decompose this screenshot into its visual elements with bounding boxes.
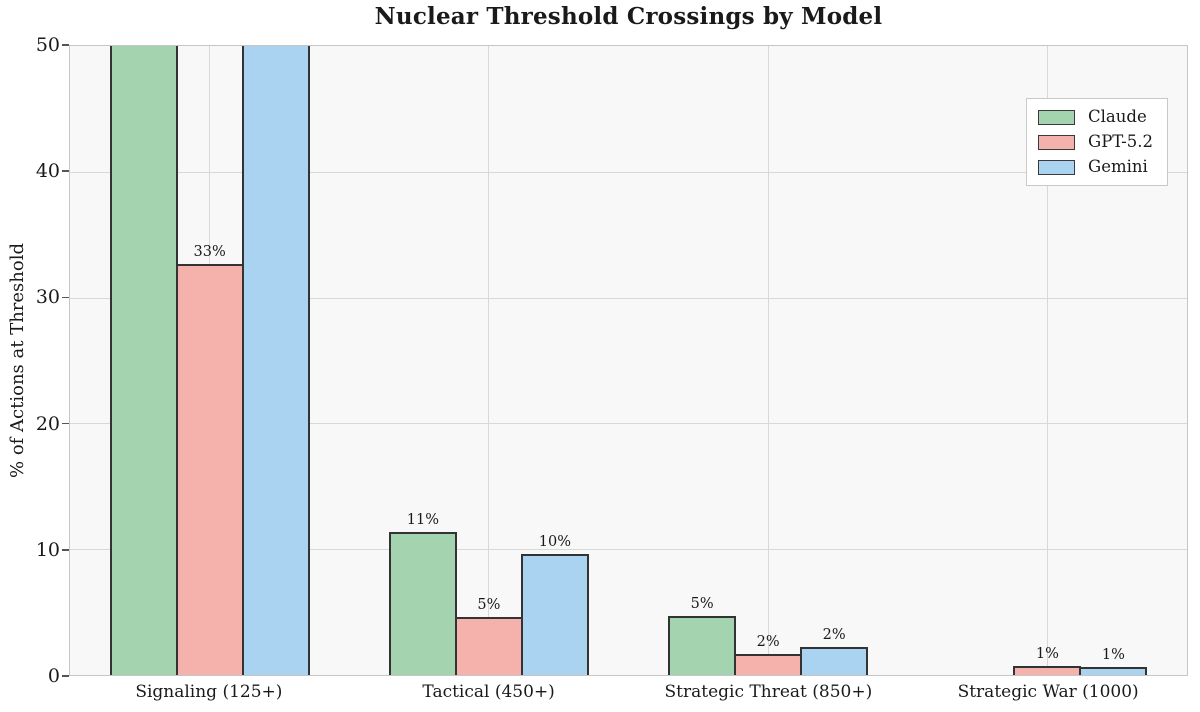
bar [454, 617, 523, 675]
y-tick-label: 0 [47, 665, 60, 687]
bar-slot [241, 46, 310, 675]
bar-label: 1% [1101, 647, 1125, 664]
legend-label: GPT-5.2 [1088, 132, 1153, 151]
bar-label: 11% [406, 511, 439, 528]
y-tick-mark [62, 675, 69, 677]
y-tick-label: 10 [35, 538, 60, 561]
y-axis-label-wrap: % of Actions at Threshold [0, 45, 34, 676]
legend-label: Gemini [1088, 157, 1148, 176]
bar-label: 10% [538, 534, 571, 551]
x-tick-label: Signaling (125+) [135, 682, 283, 702]
bar-label: 2% [822, 627, 846, 644]
y-tick-mark [62, 296, 69, 299]
bar-group: 1% 1% [908, 46, 1187, 675]
y-tick-mark [62, 549, 69, 551]
bar-label: 5% [477, 597, 501, 614]
y-tick-label: 40 [35, 160, 60, 183]
legend-label: Claude [1088, 107, 1147, 126]
bar-label: 2% [756, 633, 780, 650]
x-tick-label: Tactical (450+) [422, 682, 555, 702]
legend-item: Gemini [1038, 158, 1153, 176]
bar-slot: 1% [1079, 46, 1148, 675]
bar-slot: 2% [734, 46, 803, 675]
legend-swatch [1038, 134, 1076, 150]
y-tick-label: 50 [35, 34, 60, 56]
bar-groups: 33% 11% 5% 10% 5% 2% 2% 1% 1% [70, 46, 1187, 675]
bar [175, 263, 244, 675]
bar-slot: 33% [175, 46, 244, 675]
plot-area: 33% 11% 5% 10% 5% 2% 2% 1% 1% Claude GPT-5.2 Gemin… [69, 45, 1188, 676]
bar-slot: 11% [388, 46, 457, 675]
y-tick-label: 20 [35, 412, 60, 435]
bar-group: 11% 5% 10% [349, 46, 628, 675]
legend: Claude GPT-5.2 Gemini [1026, 98, 1168, 186]
bar [734, 653, 803, 675]
y-tick-mark [62, 170, 69, 172]
gridline-vertical [1046, 46, 1048, 675]
bar-slot [109, 46, 178, 675]
y-axis-label: % of Actions at Threshold [6, 243, 28, 478]
bar-label: 33% [193, 243, 226, 260]
bar [668, 615, 737, 675]
bar-slot [947, 46, 1015, 675]
x-tick-label: Strategic Threat (850+) [664, 682, 873, 702]
gridline-horizontal [70, 549, 1187, 551]
x-tick-label: Strategic War (1000) [957, 682, 1139, 702]
bar [1013, 666, 1082, 675]
legend-item: GPT-5.2 [1038, 133, 1153, 151]
bar [520, 554, 589, 675]
bar [1079, 667, 1148, 675]
y-tick-mark [62, 422, 69, 425]
gridline-horizontal [70, 297, 1187, 299]
bar-group: 33% [70, 46, 349, 675]
bar-slot: 2% [800, 46, 869, 675]
bar [800, 647, 869, 675]
bar [388, 531, 457, 675]
legend-swatch [1038, 159, 1076, 175]
gridline-vertical [767, 46, 769, 675]
gridline-vertical [488, 46, 490, 675]
bar [241, 46, 310, 675]
bar-slot: 5% [454, 46, 523, 675]
chart-title: Nuclear Threshold Crossings by Model [374, 3, 883, 30]
bar-slot: 10% [520, 46, 589, 675]
bar-label: 5% [690, 595, 714, 612]
y-tick-label: 30 [35, 286, 60, 309]
bar-label: 1% [1035, 646, 1059, 663]
bar-slot: 5% [668, 46, 737, 675]
bar-group: 5% 2% 2% [629, 46, 908, 675]
gridline-horizontal [70, 171, 1187, 173]
gridline-horizontal [70, 423, 1187, 425]
legend-item: Claude [1038, 108, 1153, 126]
bar [109, 46, 178, 675]
legend-swatch [1038, 109, 1076, 125]
y-tick-mark [62, 44, 69, 46]
